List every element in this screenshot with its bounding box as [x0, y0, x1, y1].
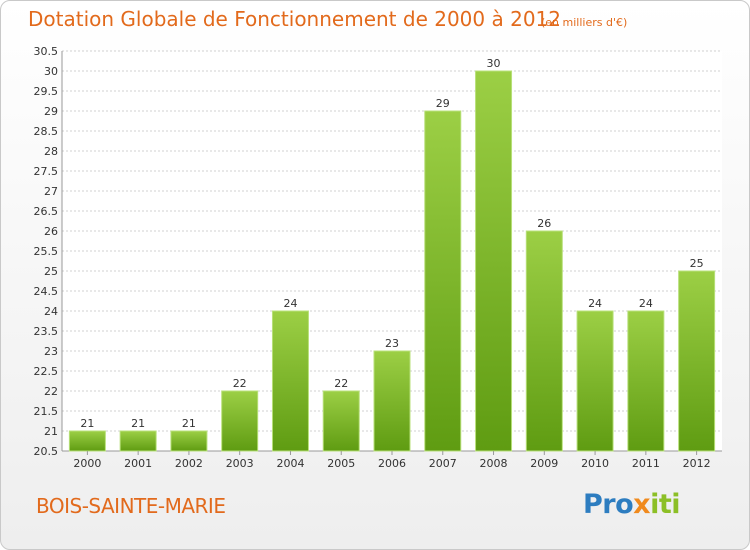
x-tick-label: 2008 — [480, 457, 508, 470]
bar-2003 — [221, 390, 259, 452]
y-tick-label: 22 — [44, 385, 58, 398]
y-tick-label: 21.5 — [34, 405, 59, 418]
proxiti-logo: Proxiti — [583, 489, 680, 520]
x-tick-label: 2010 — [581, 457, 609, 470]
bar-2006 — [373, 350, 411, 452]
commune-name: BOIS-SAINTE-MARIE — [36, 494, 226, 518]
x-tick-label: 2001 — [124, 457, 152, 470]
x-tick-label: 2004 — [276, 457, 304, 470]
x-tick-label: 2007 — [429, 457, 457, 470]
data-label: 25 — [690, 257, 704, 270]
y-tick-label: 29.5 — [34, 85, 59, 98]
bar-2004 — [271, 310, 309, 452]
y-tick-label: 25 — [44, 265, 58, 278]
y-tick-label: 30 — [44, 65, 58, 78]
data-label: 29 — [436, 97, 450, 110]
bar-2000 — [68, 430, 106, 452]
data-label: 24 — [283, 297, 297, 310]
bar-2012 — [678, 270, 716, 452]
x-tick-label: 2000 — [73, 457, 101, 470]
bar-2001 — [119, 430, 157, 452]
data-label: 21 — [182, 417, 196, 430]
y-tick-label: 30.5 — [34, 45, 59, 58]
y-tick-label: 27.5 — [34, 165, 59, 178]
y-tick-label: 20.5 — [34, 445, 59, 458]
logo-part-2: x — [633, 489, 651, 520]
bar-2005 — [322, 390, 360, 452]
bar-2008 — [475, 70, 513, 452]
y-tick-label: 23 — [44, 345, 58, 358]
x-tick-label: 2006 — [378, 457, 406, 470]
y-tick-label: 22.5 — [34, 365, 59, 378]
x-tick-label: 2011 — [632, 457, 660, 470]
data-label: 26 — [537, 217, 551, 230]
x-tick-label: 2002 — [175, 457, 203, 470]
bar-2011 — [627, 310, 665, 452]
bar-2002 — [170, 430, 208, 452]
y-tick-label: 21 — [44, 425, 58, 438]
x-tick-label: 2009 — [530, 457, 558, 470]
y-tick-label: 24 — [44, 305, 58, 318]
x-tick-label: 2012 — [683, 457, 711, 470]
data-label: 24 — [639, 297, 653, 310]
logo-part-1: Pro — [583, 489, 634, 520]
data-label: 22 — [233, 377, 247, 390]
y-tick-label: 27 — [44, 185, 58, 198]
y-tick-label: 28 — [44, 145, 58, 158]
data-label: 24 — [588, 297, 602, 310]
x-tick-label: 2005 — [327, 457, 355, 470]
y-tick-label: 25.5 — [34, 245, 59, 258]
y-tick-label: 24.5 — [34, 285, 59, 298]
data-label: 30 — [487, 57, 501, 70]
data-label: 21 — [131, 417, 145, 430]
data-label: 21 — [80, 417, 94, 430]
unit-note: (en milliers d'€) — [541, 16, 628, 29]
chart-title: Dotation Globale de Fonctionnement de 20… — [28, 7, 561, 31]
data-label: 23 — [385, 337, 399, 350]
bar-2007 — [424, 110, 462, 452]
logo-part-3: iti — [650, 489, 680, 520]
y-tick-label: 28.5 — [34, 125, 59, 138]
y-tick-label: 23.5 — [34, 325, 59, 338]
y-tick-label: 29 — [44, 105, 58, 118]
data-label: 22 — [334, 377, 348, 390]
bar-2009 — [525, 230, 563, 452]
y-tick-label: 26 — [44, 225, 58, 238]
x-tick-label: 2003 — [226, 457, 254, 470]
y-tick-label: 26.5 — [34, 205, 59, 218]
bar-2010 — [576, 310, 614, 452]
